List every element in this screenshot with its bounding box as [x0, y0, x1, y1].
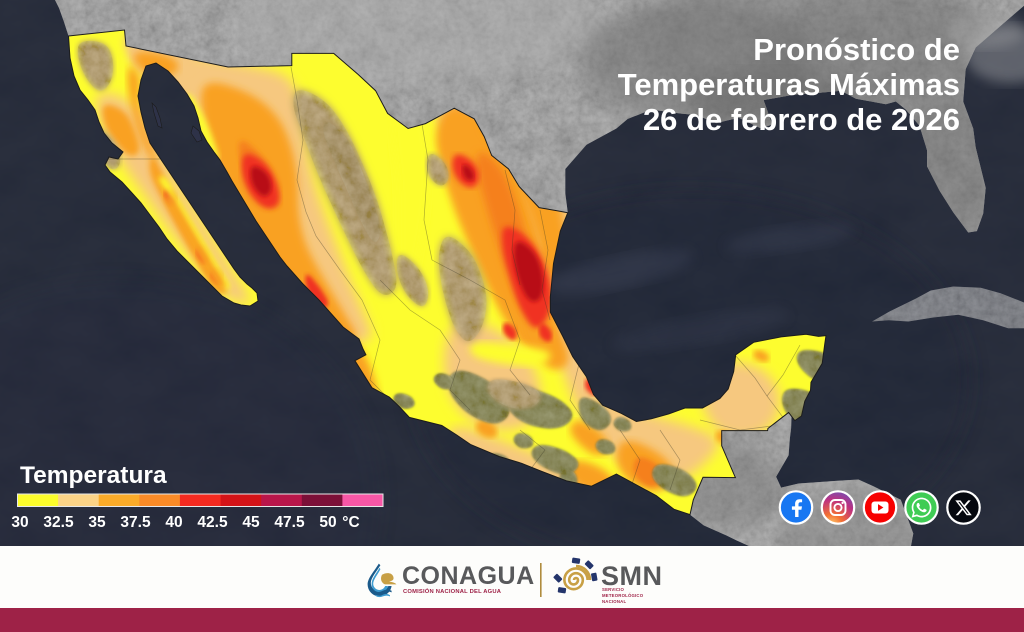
svg-text:Pronóstico de: Pronóstico de [753, 32, 960, 67]
svg-text:METEOROLÓGICO: METEOROLÓGICO [602, 593, 644, 598]
svg-text:°C: °C [342, 514, 359, 531]
svg-text:47.5: 47.5 [274, 514, 305, 531]
svg-text:30: 30 [11, 514, 28, 531]
svg-text:26 de febrero de 2026: 26 de febrero de 2026 [643, 102, 960, 137]
svg-text:32.5: 32.5 [43, 514, 74, 531]
svg-text:Temperaturas Máximas: Temperaturas Máximas [618, 67, 960, 102]
svg-text:37.5: 37.5 [120, 514, 151, 531]
svg-text:SMN: SMN [601, 561, 663, 591]
svg-text:Temperatura: Temperatura [20, 462, 167, 489]
svg-text:40: 40 [165, 514, 182, 531]
svg-text:NACIONAL: NACIONAL [602, 599, 626, 604]
svg-text:45: 45 [242, 514, 260, 531]
svg-text:SERVICIO: SERVICIO [602, 587, 625, 592]
svg-text:COMISIÓN NACIONAL DEL AGUA: COMISIÓN NACIONAL DEL AGUA [403, 587, 502, 595]
svg-text:CONAGUA: CONAGUA [402, 562, 535, 590]
svg-text:42.5: 42.5 [197, 514, 228, 531]
svg-text:50: 50 [319, 514, 336, 531]
svg-text:35: 35 [88, 514, 106, 531]
